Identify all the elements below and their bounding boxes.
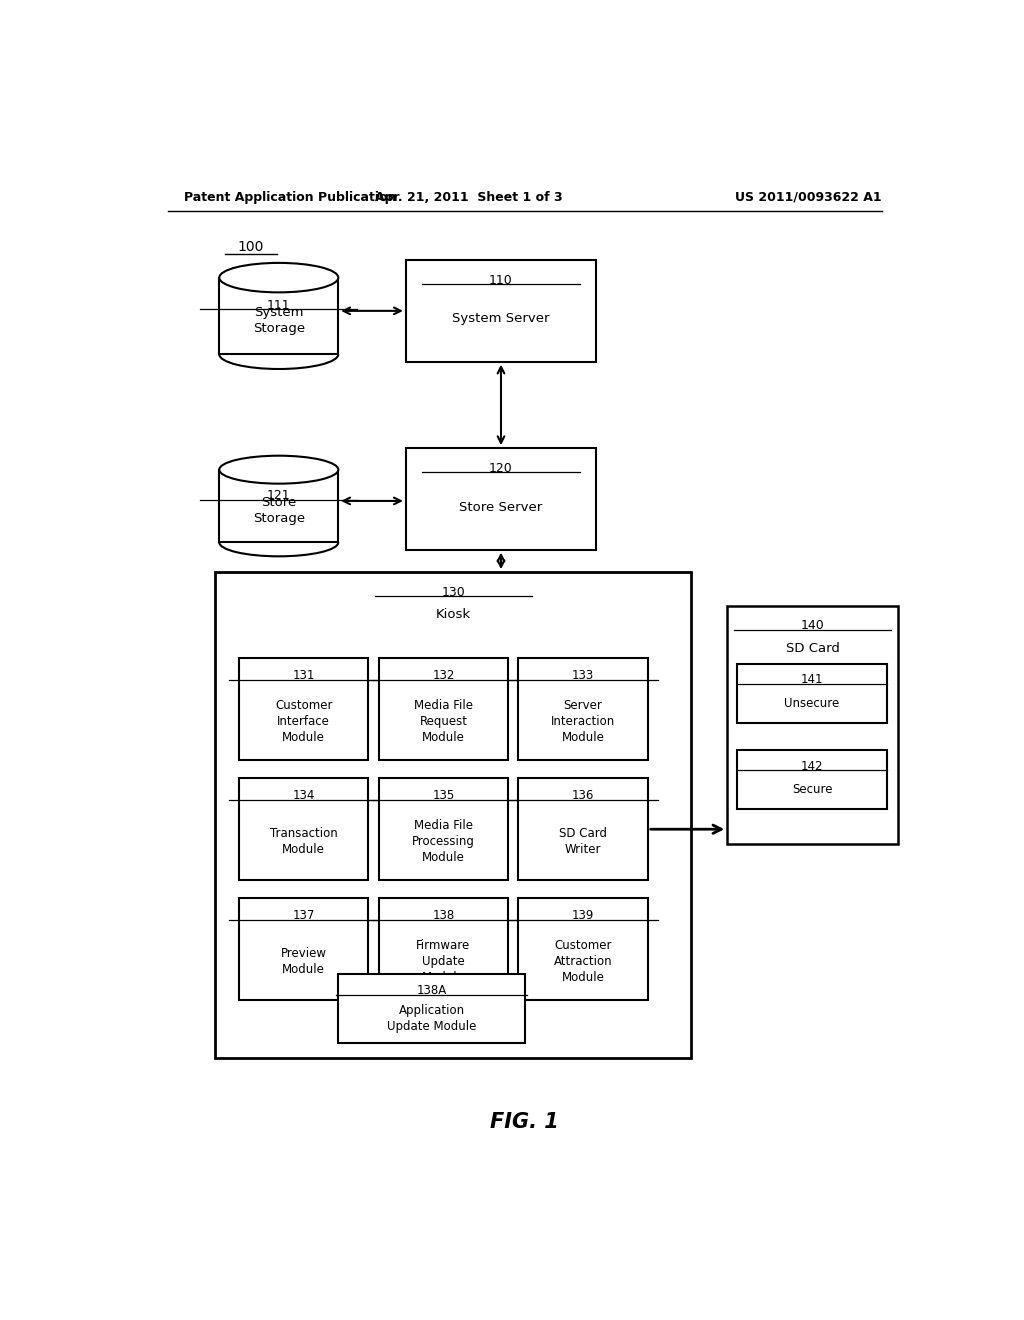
Text: SD Card: SD Card bbox=[785, 642, 840, 655]
Bar bbox=[240, 899, 369, 1001]
Text: 136: 136 bbox=[572, 789, 594, 803]
Text: Media File
Processing
Module: Media File Processing Module bbox=[412, 818, 475, 863]
Bar bbox=[379, 659, 508, 760]
Text: Secure: Secure bbox=[792, 783, 833, 796]
Text: Store Server: Store Server bbox=[460, 500, 543, 513]
Text: Media File
Request
Module: Media File Request Module bbox=[414, 700, 473, 744]
Text: 120: 120 bbox=[489, 462, 513, 475]
Text: 100: 100 bbox=[238, 240, 264, 253]
Ellipse shape bbox=[219, 263, 338, 292]
Text: SD Card
Writer: SD Card Writer bbox=[559, 826, 607, 855]
Text: 138: 138 bbox=[432, 909, 455, 923]
Text: 133: 133 bbox=[572, 669, 594, 682]
Text: System Server: System Server bbox=[453, 313, 550, 326]
Text: Customer
Attraction
Module: Customer Attraction Module bbox=[554, 939, 612, 983]
Text: Kiosk: Kiosk bbox=[436, 609, 471, 622]
Bar bbox=[518, 659, 648, 760]
Bar bbox=[737, 750, 887, 809]
Text: Customer
Interface
Module: Customer Interface Module bbox=[275, 700, 333, 744]
Bar bbox=[379, 899, 508, 1001]
Bar bbox=[215, 572, 691, 1057]
Text: 142: 142 bbox=[801, 760, 823, 772]
Text: Transaction
Module: Transaction Module bbox=[270, 826, 338, 855]
Bar bbox=[727, 606, 898, 845]
Text: 141: 141 bbox=[801, 673, 823, 686]
Text: Application
Update Module: Application Update Module bbox=[387, 1003, 476, 1032]
Text: Server
Interaction
Module: Server Interaction Module bbox=[551, 700, 615, 744]
Bar bbox=[737, 664, 887, 722]
Text: System
Storage: System Storage bbox=[253, 306, 305, 335]
Ellipse shape bbox=[219, 455, 338, 483]
Text: Store
Storage: Store Storage bbox=[253, 496, 305, 525]
Text: 139: 139 bbox=[572, 909, 594, 923]
Text: 131: 131 bbox=[293, 669, 315, 682]
Bar bbox=[518, 899, 648, 1001]
Bar bbox=[219, 277, 338, 354]
Bar bbox=[518, 779, 648, 880]
Bar bbox=[240, 779, 369, 880]
Text: 138A: 138A bbox=[417, 985, 446, 998]
Text: 137: 137 bbox=[293, 909, 315, 923]
Text: Unsecure: Unsecure bbox=[784, 697, 840, 710]
Text: 121: 121 bbox=[267, 490, 291, 503]
Text: Patent Application Publication: Patent Application Publication bbox=[183, 190, 396, 203]
Text: 111: 111 bbox=[267, 298, 291, 312]
Bar bbox=[240, 659, 369, 760]
Text: Preview
Module: Preview Module bbox=[281, 946, 327, 975]
Bar bbox=[406, 447, 596, 549]
Text: FIG. 1: FIG. 1 bbox=[490, 1111, 559, 1133]
Text: Apr. 21, 2011  Sheet 1 of 3: Apr. 21, 2011 Sheet 1 of 3 bbox=[376, 190, 563, 203]
Text: 135: 135 bbox=[432, 789, 455, 803]
Bar bbox=[406, 260, 596, 362]
Bar bbox=[379, 779, 508, 880]
Text: 132: 132 bbox=[432, 669, 455, 682]
Bar bbox=[219, 470, 338, 543]
Text: Firmware
Update
Module: Firmware Update Module bbox=[417, 939, 471, 983]
Text: 130: 130 bbox=[441, 586, 465, 599]
Text: 110: 110 bbox=[489, 273, 513, 286]
Text: US 2011/0093622 A1: US 2011/0093622 A1 bbox=[735, 190, 882, 203]
Bar bbox=[338, 974, 524, 1043]
Text: 134: 134 bbox=[293, 789, 315, 803]
Text: 140: 140 bbox=[801, 619, 824, 632]
